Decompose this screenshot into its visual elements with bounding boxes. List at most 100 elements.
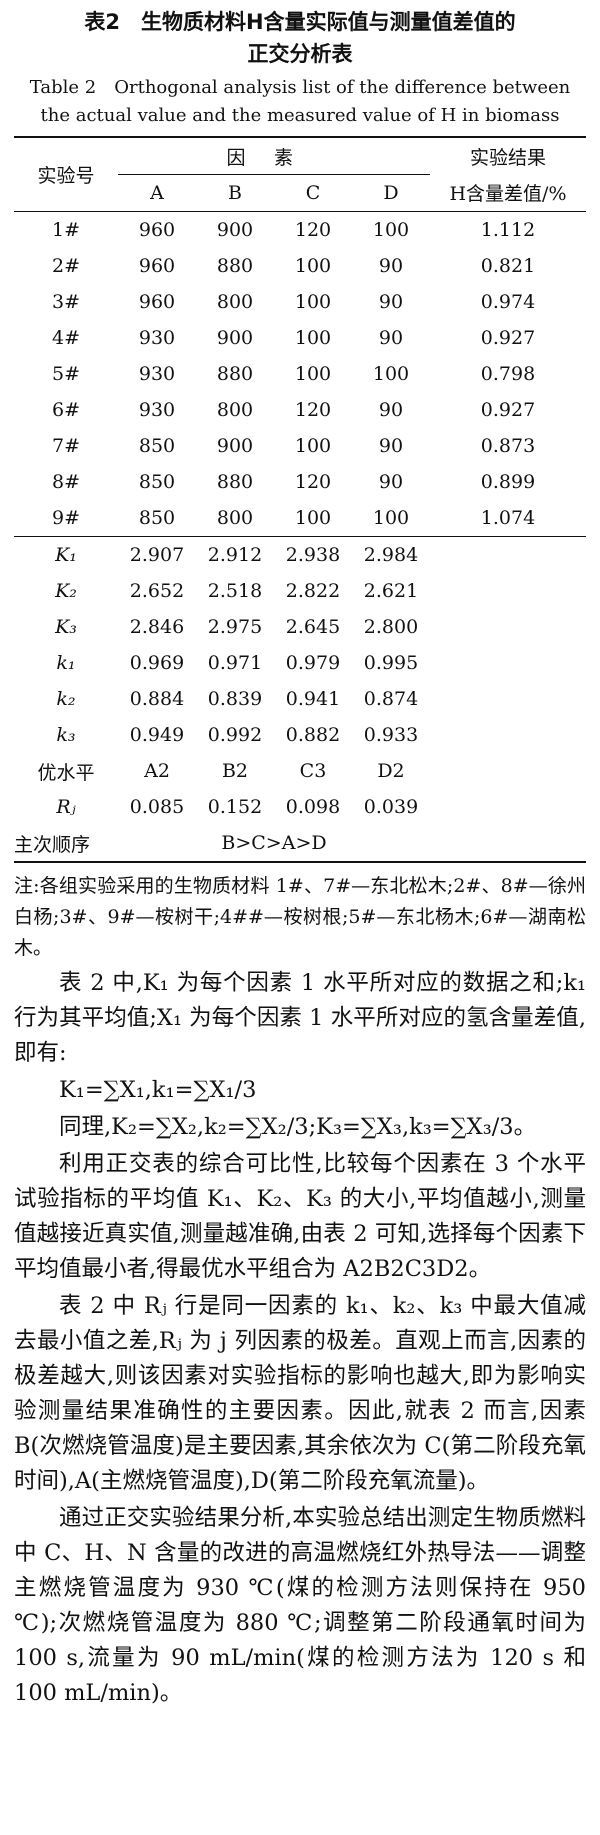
cell: k₂ — [56, 688, 76, 710]
cell: 960 — [138, 255, 176, 277]
header-cell: B — [196, 174, 274, 212]
caption: Table 2 Orthogonal analysis list of the … — [29, 77, 571, 126]
order-row: 主次顺序 B>C>A>D — [14, 825, 586, 862]
header-cell: D — [352, 174, 430, 212]
cell: 0.085 — [129, 796, 185, 818]
cell: 0.949 — [129, 724, 185, 746]
cell: 120 — [294, 399, 332, 421]
cell: 2.938 — [285, 544, 341, 566]
header-cell: 实验号 — [14, 137, 118, 212]
cell: 2.800 — [363, 616, 419, 638]
cell: 2# — [51, 255, 80, 277]
cell: 2.645 — [285, 616, 341, 638]
cell — [430, 609, 586, 645]
cell: 4# — [51, 327, 80, 349]
cell: 0.882 — [285, 724, 341, 746]
cell: B2 — [221, 760, 249, 782]
cell — [430, 537, 586, 574]
cell: 100 — [294, 363, 332, 385]
cell: 主次顺序 — [14, 833, 91, 856]
row: 9# 850 800 100 100 1.074 — [14, 500, 586, 537]
cell: 90 — [378, 435, 404, 457]
cell: 900 — [216, 327, 254, 349]
header-row: 实验号 因素 实验结果 — [14, 137, 586, 212]
cell: 1# — [51, 219, 80, 241]
cell: K₂ — [55, 580, 77, 602]
cell: K₁ — [55, 544, 77, 566]
cell: 930 — [138, 363, 176, 385]
cell: 90 — [378, 255, 404, 277]
cell — [430, 825, 586, 862]
cell: 3# — [51, 291, 80, 313]
cell: 930 — [138, 327, 176, 349]
cell: 1.112 — [480, 219, 536, 241]
title-line: 正交分析表 — [247, 42, 353, 66]
cell: 880 — [216, 255, 254, 277]
cell: 2.912 — [207, 544, 263, 566]
cell: 850 — [118, 500, 196, 537]
stat-row: k₂ 0.884 0.839 0.941 0.874 — [14, 681, 586, 717]
stat-row: k₁ 0.969 0.971 0.979 0.995 — [14, 645, 586, 681]
cell: 90 — [378, 291, 404, 313]
header-cell: A — [118, 174, 196, 212]
row: 2# 960 880 100 90 0.821 — [14, 248, 586, 284]
cell: 0.821 — [480, 255, 536, 277]
row: 8# 850 880 120 90 0.899 — [14, 464, 586, 500]
cell — [430, 753, 586, 789]
cell: C3 — [299, 760, 327, 782]
table: 实验号 因素 实验结果 A B C D H含量差值/% 1# 960 900 120 100 1.… — [14, 136, 586, 863]
cell: 90 — [378, 399, 404, 421]
cell: 880 — [216, 363, 254, 385]
cell: 0.974 — [480, 291, 536, 313]
cell: 100 — [352, 500, 430, 537]
cell: 0.979 — [285, 652, 341, 674]
cell: 0.874 — [363, 688, 419, 710]
cell: K₃ — [55, 616, 77, 638]
cell: 900 — [216, 219, 254, 241]
cell: 0.969 — [129, 652, 185, 674]
cell: 930 — [138, 399, 176, 421]
cell: B>C>A>D — [221, 832, 327, 854]
cell: 100 — [274, 500, 352, 537]
cell: 800 — [216, 291, 254, 313]
paragraph: 同理,K₂=∑X₂,k₂=∑X₂/3;K₃=∑X₃,k₃=∑X₃/3。 — [59, 1114, 537, 1140]
cell: 6# — [51, 399, 80, 421]
cell — [430, 717, 586, 753]
cell: Rⱼ — [56, 796, 76, 818]
cell: 850 — [138, 471, 176, 493]
note: 注:各组实验采用的生物质材料 1#、7#—东北松木;2#、8#—徐州白杨;3#、… — [14, 875, 586, 959]
title: 表2 生物质材料H含量实际值与测量值差值的 正交分析表 — [14, 6, 586, 70]
cell: 120 — [294, 471, 332, 493]
cell: 100 — [372, 363, 410, 385]
cell: 900 — [216, 435, 254, 457]
cell: 5# — [51, 363, 80, 385]
cell: k₁ — [56, 652, 76, 674]
cell — [430, 645, 586, 681]
cell: 0.873 — [480, 435, 536, 457]
cell: 0.152 — [207, 796, 263, 818]
cell: 0.798 — [480, 363, 536, 385]
cell: 800 — [216, 399, 254, 421]
cell: 0.899 — [480, 471, 536, 493]
cell: 0.933 — [363, 724, 419, 746]
cell: 2.621 — [363, 580, 419, 602]
cell: 0.971 — [207, 652, 263, 674]
header-cell: 因素 — [118, 137, 430, 175]
cell: 100 — [294, 327, 332, 349]
stat-row: K₃ 2.846 2.975 2.645 2.800 — [14, 609, 586, 645]
cell: 0.992 — [207, 724, 263, 746]
cell: 0.995 — [363, 652, 419, 674]
paragraph: 通过正交实验结果分析,本实验总结出测定生物质燃料中 C、H、N 含量的改进的高温… — [14, 1505, 586, 1706]
cell: 0.927 — [480, 399, 536, 421]
row: 7# 850 900 100 90 0.873 — [14, 428, 586, 464]
cell: 2.975 — [207, 616, 263, 638]
row: 5# 930 880 100 100 0.798 — [14, 356, 586, 392]
stat-row: K₂ 2.652 2.518 2.822 2.621 — [14, 573, 586, 609]
header-cell: 实验结果 — [469, 146, 546, 169]
cell: 0.839 — [207, 688, 263, 710]
document: 表2 生物质材料H含量实际值与测量值差值的 正交分析表 Table 2 Orth… — [14, 6, 586, 1706]
cell: 120 — [294, 219, 332, 241]
cell — [430, 681, 586, 717]
cell — [430, 573, 586, 609]
